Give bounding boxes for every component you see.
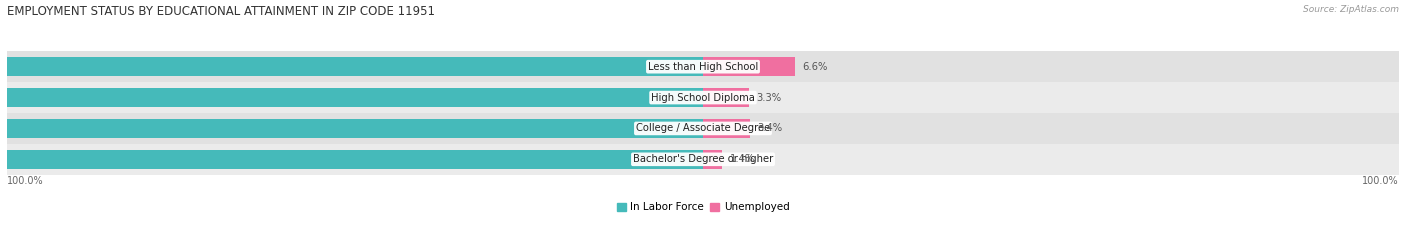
- Bar: [7, 82, 1399, 113]
- Text: High School Diploma: High School Diploma: [651, 93, 755, 103]
- Text: 1.4%: 1.4%: [730, 154, 755, 164]
- Bar: [7, 113, 1399, 144]
- Bar: [7, 51, 1399, 82]
- Bar: [0, 150, 703, 169]
- Text: Source: ZipAtlas.com: Source: ZipAtlas.com: [1303, 5, 1399, 14]
- Bar: [703, 57, 794, 76]
- Text: 6.6%: 6.6%: [801, 62, 827, 72]
- Bar: [0, 119, 703, 138]
- Bar: [703, 150, 723, 169]
- Legend: In Labor Force, Unemployed: In Labor Force, Unemployed: [613, 198, 793, 216]
- Text: 3.3%: 3.3%: [756, 93, 780, 103]
- Bar: [7, 144, 1399, 175]
- Text: 3.4%: 3.4%: [758, 123, 782, 134]
- Text: Less than High School: Less than High School: [648, 62, 758, 72]
- Text: College / Associate Degree: College / Associate Degree: [636, 123, 770, 134]
- Text: EMPLOYMENT STATUS BY EDUCATIONAL ATTAINMENT IN ZIP CODE 11951: EMPLOYMENT STATUS BY EDUCATIONAL ATTAINM…: [7, 5, 434, 18]
- Bar: [703, 88, 749, 107]
- Bar: [0, 88, 703, 107]
- Text: 100.0%: 100.0%: [1362, 176, 1399, 186]
- Bar: [0, 57, 703, 76]
- Bar: [703, 119, 751, 138]
- Text: 100.0%: 100.0%: [7, 176, 44, 186]
- Text: Bachelor's Degree or higher: Bachelor's Degree or higher: [633, 154, 773, 164]
